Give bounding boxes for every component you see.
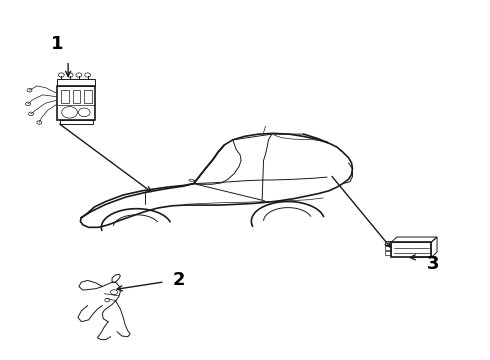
- Text: 3: 3: [427, 255, 440, 273]
- Text: 2: 2: [173, 271, 185, 289]
- Text: 1: 1: [50, 35, 63, 53]
